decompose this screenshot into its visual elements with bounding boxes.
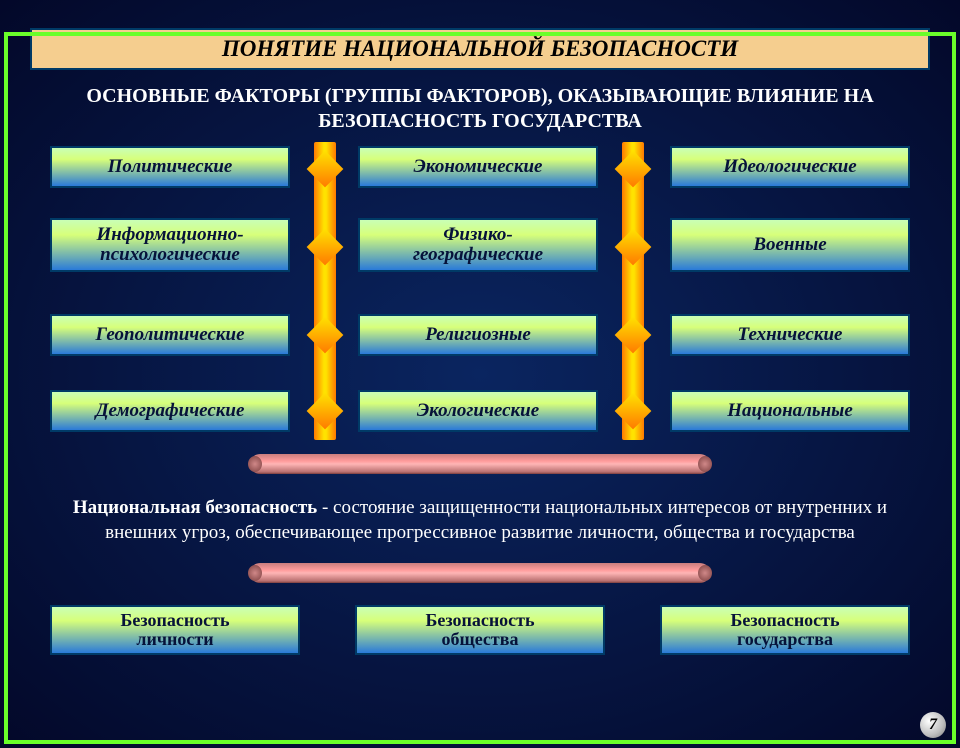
title-bar: ПОНЯТИЕ НАЦИОНАЛЬНОЙ БЕЗОПАСНОСТИ: [30, 28, 930, 70]
factor-label: Политические: [108, 157, 233, 177]
factor-label: Геополитические: [95, 325, 244, 345]
factor-label: Информационно-психологические: [96, 225, 243, 265]
factor-cell: Демографические: [50, 390, 290, 432]
connector-diamond: [615, 317, 652, 354]
page-number: 7: [920, 712, 946, 738]
page-number-text: 7: [929, 716, 937, 734]
factor-cell: Военные: [670, 218, 910, 272]
subtitle: ОСНОВНЫЕ ФАКТОРЫ (ГРУППЫ ФАКТОРОВ), ОКАЗ…: [60, 84, 900, 134]
factor-label: Идеологические: [723, 157, 856, 177]
factor-label: Религиозные: [425, 325, 531, 345]
factor-cell: Идеологические: [670, 146, 910, 188]
factor-label: Физико-географические: [413, 225, 543, 265]
factor-cell: Экономические: [358, 146, 598, 188]
factor-cell: Политические: [50, 146, 290, 188]
factor-cell: Национальные: [670, 390, 910, 432]
connector-diamond: [307, 229, 344, 266]
factor-cell: Физико-географические: [358, 218, 598, 272]
factor-cell: Технические: [670, 314, 910, 356]
title-text: ПОНЯТИЕ НАЦИОНАЛЬНОЙ БЕЗОПАСНОСТИ: [222, 36, 738, 61]
divider-bar-2: [250, 563, 710, 583]
factor-cell: Религиозные: [358, 314, 598, 356]
connector-diamond: [615, 393, 652, 430]
bottom-cell: Безопасностьличности: [50, 605, 300, 655]
definition-term: Национальная безопасность: [73, 497, 317, 518]
connector-diamond: [615, 151, 652, 188]
factor-cell: Геополитические: [50, 314, 290, 356]
factor-label: Военные: [753, 235, 826, 255]
factor-label: Демографические: [96, 401, 245, 421]
definition-text: Национальная безопасность - состояние за…: [40, 496, 920, 545]
factor-cell: Экологические: [358, 390, 598, 432]
factor-label: Экономические: [414, 157, 543, 177]
bottom-cell: Безопасностьгосударства: [660, 605, 910, 655]
connector-diamond: [615, 229, 652, 266]
bottom-cell: Безопасностьобщества: [355, 605, 605, 655]
connector-diamond: [307, 317, 344, 354]
bottom-label: Безопасностьгосударства: [730, 611, 839, 649]
connector-diamond: [307, 393, 344, 430]
factor-cell: Информационно-психологические: [50, 218, 290, 272]
divider-bar-1: [250, 454, 710, 474]
factor-label: Экологические: [417, 401, 539, 421]
connector-diamond: [307, 151, 344, 188]
factor-label: Технические: [738, 325, 843, 345]
bottom-row: Безопасностьличности Безопасностьобщества…: [50, 605, 910, 655]
factors-grid: Политические Информационно-психологически…: [50, 146, 910, 436]
factor-label: Национальные: [727, 401, 853, 421]
bottom-label: Безопасностьобщества: [425, 611, 534, 649]
bottom-label: Безопасностьличности: [120, 611, 229, 649]
